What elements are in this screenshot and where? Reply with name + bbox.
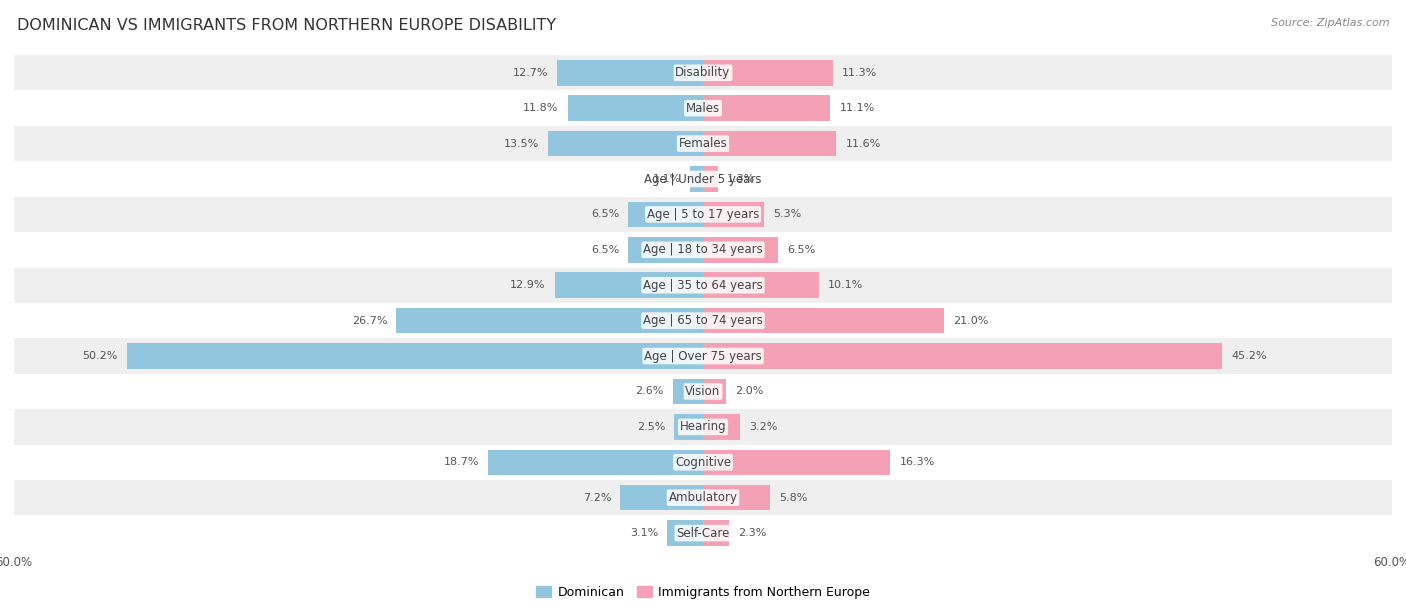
- Text: Age | Over 75 years: Age | Over 75 years: [644, 349, 762, 362]
- Bar: [673, 379, 703, 404]
- Bar: [14, 91, 1392, 126]
- Bar: [703, 450, 890, 475]
- Text: 10.1%: 10.1%: [828, 280, 863, 290]
- Text: 5.3%: 5.3%: [773, 209, 801, 220]
- Bar: [628, 202, 703, 227]
- Text: 2.0%: 2.0%: [735, 386, 763, 397]
- Text: 12.9%: 12.9%: [510, 280, 546, 290]
- Bar: [14, 480, 1392, 515]
- Bar: [14, 515, 1392, 551]
- Text: Age | 65 to 74 years: Age | 65 to 74 years: [643, 314, 763, 327]
- Text: 6.5%: 6.5%: [787, 245, 815, 255]
- Text: Hearing: Hearing: [679, 420, 727, 433]
- Bar: [568, 95, 703, 121]
- Bar: [14, 232, 1392, 267]
- Text: 5.8%: 5.8%: [779, 493, 807, 502]
- Text: 11.1%: 11.1%: [839, 103, 875, 113]
- Text: Females: Females: [679, 137, 727, 150]
- Bar: [628, 237, 703, 263]
- Text: Age | 18 to 34 years: Age | 18 to 34 years: [643, 244, 763, 256]
- Legend: Dominican, Immigrants from Northern Europe: Dominican, Immigrants from Northern Euro…: [531, 581, 875, 604]
- Bar: [703, 414, 740, 439]
- Bar: [127, 343, 703, 369]
- Bar: [14, 196, 1392, 232]
- Bar: [555, 272, 703, 298]
- Bar: [703, 308, 945, 334]
- Text: Source: ZipAtlas.com: Source: ZipAtlas.com: [1271, 18, 1389, 28]
- Bar: [703, 272, 818, 298]
- Bar: [14, 126, 1392, 162]
- Text: 3.1%: 3.1%: [630, 528, 658, 538]
- Bar: [703, 95, 831, 121]
- Bar: [14, 338, 1392, 374]
- Text: Age | 35 to 64 years: Age | 35 to 64 years: [643, 278, 763, 292]
- Bar: [690, 166, 703, 192]
- Text: 2.6%: 2.6%: [636, 386, 664, 397]
- Bar: [703, 237, 778, 263]
- Text: Age | 5 to 17 years: Age | 5 to 17 years: [647, 208, 759, 221]
- Bar: [668, 520, 703, 546]
- Text: 11.3%: 11.3%: [842, 68, 877, 78]
- Bar: [14, 267, 1392, 303]
- Text: Cognitive: Cognitive: [675, 456, 731, 469]
- Bar: [703, 343, 1222, 369]
- Text: 50.2%: 50.2%: [82, 351, 117, 361]
- Text: 2.5%: 2.5%: [637, 422, 665, 432]
- Text: DOMINICAN VS IMMIGRANTS FROM NORTHERN EUROPE DISABILITY: DOMINICAN VS IMMIGRANTS FROM NORTHERN EU…: [17, 18, 555, 34]
- Text: Disability: Disability: [675, 66, 731, 80]
- Bar: [557, 60, 703, 86]
- Text: Males: Males: [686, 102, 720, 114]
- Bar: [703, 60, 832, 86]
- Text: Vision: Vision: [685, 385, 721, 398]
- Bar: [703, 131, 837, 156]
- Bar: [703, 379, 725, 404]
- Bar: [14, 444, 1392, 480]
- Text: Age | Under 5 years: Age | Under 5 years: [644, 173, 762, 185]
- Bar: [396, 308, 703, 334]
- Text: 11.8%: 11.8%: [523, 103, 558, 113]
- Bar: [14, 55, 1392, 91]
- Text: Self-Care: Self-Care: [676, 526, 730, 540]
- Bar: [703, 485, 769, 510]
- Text: 13.5%: 13.5%: [503, 138, 538, 149]
- Text: Ambulatory: Ambulatory: [668, 491, 738, 504]
- Text: 6.5%: 6.5%: [591, 209, 619, 220]
- Text: 7.2%: 7.2%: [582, 493, 612, 502]
- Bar: [14, 409, 1392, 444]
- Text: 45.2%: 45.2%: [1232, 351, 1267, 361]
- Bar: [620, 485, 703, 510]
- Text: 2.3%: 2.3%: [738, 528, 766, 538]
- Text: 16.3%: 16.3%: [900, 457, 935, 468]
- Bar: [488, 450, 703, 475]
- Text: 6.5%: 6.5%: [591, 245, 619, 255]
- Bar: [14, 303, 1392, 338]
- Text: 18.7%: 18.7%: [444, 457, 479, 468]
- Text: 3.2%: 3.2%: [749, 422, 778, 432]
- Text: 21.0%: 21.0%: [953, 316, 988, 326]
- Text: 1.1%: 1.1%: [652, 174, 681, 184]
- Bar: [548, 131, 703, 156]
- Bar: [703, 520, 730, 546]
- Text: 1.3%: 1.3%: [727, 174, 755, 184]
- Text: 26.7%: 26.7%: [352, 316, 387, 326]
- Bar: [14, 374, 1392, 409]
- Bar: [675, 414, 703, 439]
- Text: 12.7%: 12.7%: [513, 68, 548, 78]
- Bar: [703, 202, 763, 227]
- Bar: [703, 166, 718, 192]
- Text: 11.6%: 11.6%: [845, 138, 880, 149]
- Bar: [14, 162, 1392, 196]
